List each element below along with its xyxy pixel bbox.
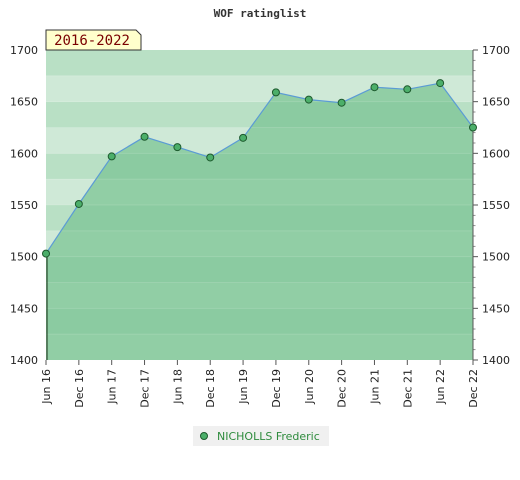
legend-marker-icon	[200, 432, 208, 440]
legend[interactable]: NICHOLLS Frederic	[193, 426, 329, 446]
legend-box	[193, 426, 329, 446]
y-tick-label-left: 1450	[10, 302, 38, 315]
x-tick-label: Jun 16	[40, 369, 53, 405]
series-line	[45, 82, 474, 254]
y-tick-label-right: 1550	[482, 199, 510, 212]
x-tick-label: Dec 20	[336, 369, 349, 408]
series-area	[46, 83, 473, 360]
legend-series-name: NICHOLLS Frederic	[217, 430, 320, 443]
x-tick-label: Dec 19	[270, 369, 283, 408]
data-point[interactable]	[74, 199, 83, 208]
y-tick-label-right: 1450	[482, 302, 510, 315]
x-tick-label: Dec 22	[467, 369, 480, 408]
x-tick-label: Jun 19	[237, 369, 250, 405]
data-point[interactable]	[173, 143, 182, 152]
x-tick-label: Dec 16	[73, 369, 86, 408]
x-tick-label: Jun 18	[171, 369, 184, 405]
y-axis-right: 1400 1450 1500 1550 1600 1650 1700	[472, 44, 510, 367]
data-point[interactable]	[370, 83, 379, 92]
y-tick-label-left: 1700	[10, 44, 38, 57]
y-tick-label-right: 1700	[482, 44, 510, 57]
x-tick-label: Jun 21	[368, 369, 381, 405]
area-layer	[45, 75, 474, 360]
data-point[interactable]	[304, 95, 313, 104]
chart-title: WOF ratinglist	[214, 7, 307, 20]
x-tick-label: Jun 20	[303, 369, 316, 405]
y-axis-left: 1400 1450 1500 1550 1600 1650 1700	[10, 44, 38, 367]
data-markers	[42, 79, 477, 258]
y-tick-label-right: 1400	[482, 354, 510, 367]
x-tick-label: Dec 17	[139, 369, 152, 408]
y-tick-label-left: 1500	[10, 251, 38, 264]
period-badge-text: 2016-2022	[54, 33, 130, 49]
period-badge: 2016-2022	[45, 29, 142, 51]
data-point[interactable]	[107, 152, 116, 161]
data-point[interactable]	[42, 249, 50, 258]
data-point[interactable]	[337, 98, 346, 107]
data-point[interactable]	[436, 79, 445, 88]
y-tick-label-left: 1550	[10, 199, 38, 212]
grid-band	[46, 50, 473, 76]
y-tick-label-left: 1650	[10, 96, 38, 109]
y-tick-label-left: 1400	[10, 354, 38, 367]
period-badge-bg	[45, 29, 142, 51]
x-tick-label: Dec 18	[204, 369, 217, 408]
x-tick-label: Dec 21	[401, 369, 414, 408]
data-point[interactable]	[469, 123, 477, 132]
data-point[interactable]	[206, 153, 215, 162]
y-tick-label-right: 1650	[482, 96, 510, 109]
y-tick-label-left: 1600	[10, 147, 38, 160]
y-tick-label-right: 1600	[482, 147, 510, 160]
y-tick-label-right: 1500	[482, 251, 510, 264]
data-point[interactable]	[239, 133, 248, 142]
x-axis: Jun 16 Dec 16 Jun 17 Dec 17 Jun 18 Dec 18 Jun …	[40, 360, 480, 408]
x-tick-label: Jun 17	[106, 369, 119, 405]
data-point[interactable]	[140, 132, 149, 141]
data-point[interactable]	[403, 85, 412, 94]
data-point[interactable]	[271, 88, 280, 97]
x-tick-label: Jun 22	[434, 369, 447, 405]
